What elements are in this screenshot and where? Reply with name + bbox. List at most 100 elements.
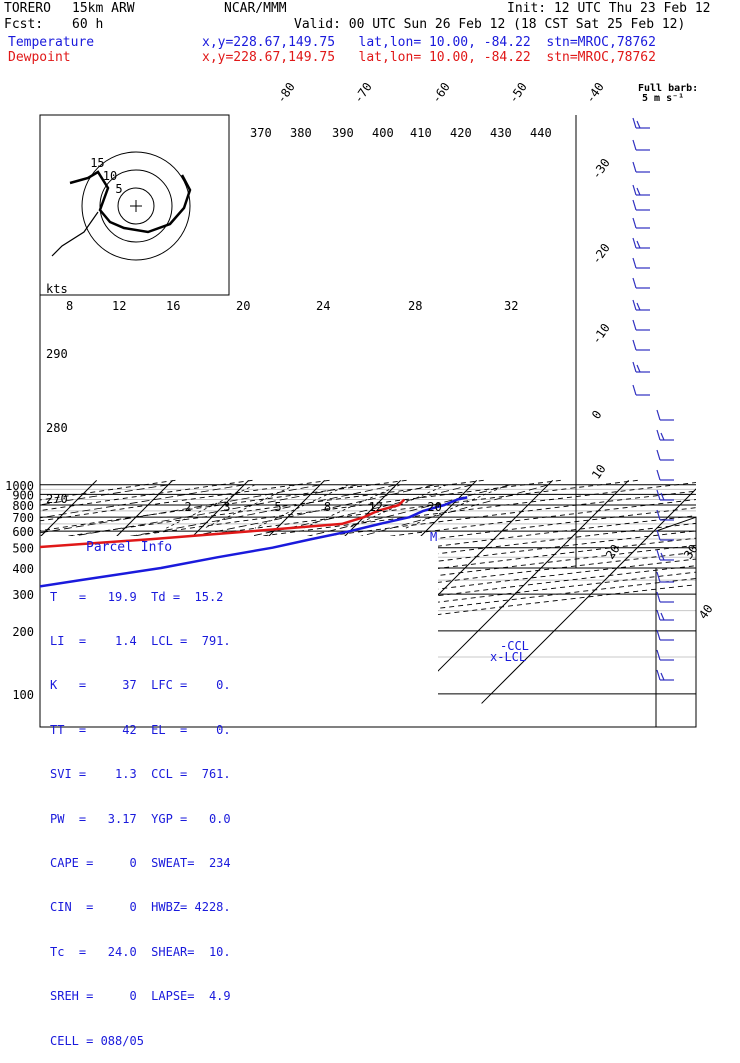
- pressure-tick-label: 900: [12, 488, 34, 502]
- wind-barb-flag: [660, 492, 665, 501]
- hodograph-box: [39, 114, 230, 296]
- dry-adiabat-line: [40, 522, 696, 607]
- wind-barb-flag: [656, 591, 661, 603]
- parcel-info-box: [40, 536, 438, 727]
- parcel-row: T = 19.9 Td = 15.2: [50, 589, 224, 604]
- wind-barb-flag: [656, 549, 661, 561]
- hodo-speed-label: 28: [408, 299, 422, 313]
- pressure-tick-label: 100: [12, 688, 34, 702]
- upper-isotherm-label: -70: [351, 80, 375, 106]
- dry-adiabat-line: [40, 479, 484, 541]
- wind-barb-flag: [636, 364, 641, 373]
- isotherm-label: 20: [603, 542, 623, 562]
- temperature-location: x,y=228.67,149.75 lat,lon= 10.00, -84.22…: [202, 35, 656, 50]
- dry-adiabat-line: [40, 482, 696, 568]
- wind-barb-flag: [632, 361, 637, 373]
- wind-barb-flag: [632, 139, 637, 151]
- wind-barb-flag: [632, 217, 637, 229]
- wind-barb-flag: [660, 552, 665, 561]
- annotation-label: M: [430, 530, 437, 544]
- hodo-ring: [81, 151, 191, 261]
- hodo-speed-label: 16: [166, 299, 180, 313]
- barb-legend-line1: Full barb:: [638, 83, 699, 94]
- isotherm-label: 40: [696, 602, 716, 622]
- dry-adiabat-line: [40, 479, 330, 522]
- wind-barb-flag: [656, 669, 661, 681]
- dry-adiabat-line: [40, 499, 696, 584]
- mixing-ratio-line: [254, 484, 349, 529]
- hodo-ring: [99, 169, 173, 243]
- wind-barb-flag: [632, 199, 637, 211]
- wind-barb-flag: [656, 509, 661, 521]
- wind-barb-flag: [656, 409, 661, 421]
- hodo-ring-label: 15: [90, 156, 104, 170]
- parcel-row: TT = 42 EL = 0.: [50, 722, 231, 737]
- fcst-label: Fcst:: [4, 17, 44, 32]
- isotherm-label: -20: [589, 241, 613, 267]
- wind-barb-flag: [656, 629, 661, 641]
- hodo-speed-label: 12: [112, 299, 126, 313]
- theta-label: 410: [410, 126, 432, 140]
- dewpoint-curve: [40, 498, 406, 549]
- parcel-info-title: Parcel Info: [86, 540, 173, 555]
- wind-barb-flag: [660, 432, 665, 441]
- parcel-row: Tc = 24.0 SHEAR= 10.: [50, 944, 231, 959]
- theta-label: 380: [290, 126, 312, 140]
- hodo-speed-label: 20: [236, 299, 250, 313]
- org-label: NCAR/MMM: [224, 1, 287, 16]
- hodo-ring: [117, 187, 155, 225]
- pressure-tick-label: 400: [12, 562, 34, 576]
- hodo-trace-thin: [51, 211, 99, 257]
- wind-barb-flag: [632, 277, 637, 289]
- isotherm-label: 0: [589, 408, 605, 422]
- wind-barb-flag: [632, 237, 637, 249]
- mixing-ratio-label: 2: [185, 500, 192, 514]
- isotherm-line: [40, 479, 98, 538]
- moist-adiabat-line: [40, 484, 435, 564]
- barb-legend-line2: 5 m s⁻¹: [642, 93, 685, 104]
- dewpoint-legend: Dewpoint: [8, 50, 71, 65]
- upper-isotherm-label: -40: [583, 80, 607, 106]
- upper-isotherm-label: -80: [274, 80, 298, 106]
- wind-barb-flag: [656, 649, 661, 661]
- isotherm-line: [405, 479, 630, 704]
- mixing-ratio-line: [204, 484, 296, 529]
- pressure-tick-label: 600: [12, 525, 34, 539]
- theta-label: 440: [530, 126, 552, 140]
- dewpoint-location: x,y=228.67,149.75 lat,lon= 10.00, -84.22…: [202, 50, 656, 65]
- pressure-tick-label: 500: [12, 542, 34, 556]
- moist-adiabat-line: [40, 484, 359, 542]
- wind-barb-flag: [632, 161, 637, 173]
- theta-label: 430: [490, 126, 512, 140]
- parcel-row: LI = 1.4 LCL = 791.: [50, 633, 231, 648]
- wind-barb-flag: [656, 609, 661, 621]
- temperature-legend: Temperature: [8, 35, 95, 50]
- isotherm-label: -10: [589, 321, 613, 347]
- upper-isotherm-label: -50: [506, 80, 530, 106]
- moist-adiabat-line: [40, 484, 321, 534]
- pressure-tick-label: 200: [12, 625, 34, 639]
- hodo-speed-label: 32: [504, 299, 518, 313]
- wind-barb-flag: [660, 612, 665, 621]
- parcel-row: SREH = 0 LAPSE= 4.9: [50, 989, 231, 1004]
- hodo-trace: [69, 170, 192, 234]
- parcel-info-table: T = 19.9 Td = 15.2 LI = 1.4 LCL = 791. K…: [50, 560, 231, 1063]
- upper-isotherm-label: -60: [429, 80, 453, 106]
- valid-label: Valid: 00 UTC Sun 26 Feb 12 (18 CST Sat …: [294, 17, 686, 32]
- wind-barb-flag: [632, 384, 637, 396]
- temperature-curve: [40, 496, 468, 588]
- grid-label: 15km ARW: [72, 1, 135, 16]
- theta-label: 390: [332, 126, 354, 140]
- hodo-speed-label: 24: [316, 299, 330, 313]
- moist-adiabat-line: [40, 484, 549, 614]
- wind-barb-flag: [636, 187, 641, 196]
- isotherm-label: 30: [681, 542, 701, 562]
- parcel-row: K = 37 LFC = 0.: [50, 678, 231, 693]
- theta-left-label: 290: [46, 347, 68, 361]
- theta-label: 420: [450, 126, 472, 140]
- theta-left-label: 280: [46, 421, 68, 435]
- theta-label: 400: [372, 126, 394, 140]
- parcel-row: CIN = 0 HWBZ= 4228.: [50, 900, 231, 915]
- wind-barb-flag: [660, 672, 665, 681]
